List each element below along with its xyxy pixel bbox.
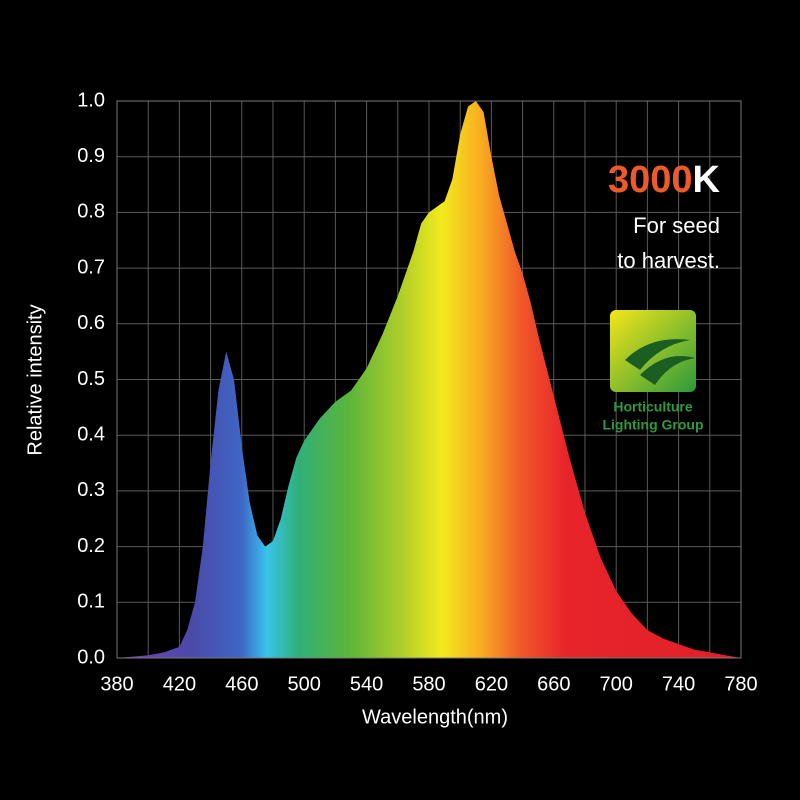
- x-tick-label: 700: [600, 673, 633, 695]
- y-tick-label: 0.6: [77, 312, 105, 334]
- spectrum-area: [117, 101, 741, 658]
- y-tick-label: 1.0: [77, 89, 105, 111]
- annotation-title: 3000K: [608, 159, 721, 201]
- y-tick-label: 0.0: [77, 646, 105, 668]
- logo-leaf: [625, 339, 695, 385]
- x-axis-title: Wavelength(nm): [362, 706, 508, 728]
- x-tick-label: 380: [100, 673, 133, 695]
- y-tick-label: 0.4: [77, 423, 105, 445]
- x-tick-label: 660: [537, 673, 570, 695]
- x-tick-label: 740: [662, 673, 695, 695]
- y-tick-label: 0.9: [77, 145, 105, 167]
- logo-text: Lighting Group: [602, 417, 703, 433]
- x-tick-label: 500: [288, 673, 321, 695]
- logo: Horticulture Lighting Group: [602, 310, 704, 433]
- x-tick-label: 780: [724, 673, 757, 695]
- y-tick-label: 0.3: [77, 479, 105, 501]
- annotation-line: to harvest.: [617, 248, 720, 273]
- y-tick-label: 0.1: [77, 591, 105, 613]
- x-tick-label: 620: [475, 673, 508, 695]
- plot: [117, 101, 741, 658]
- y-axis-title: Relative intensity: [24, 304, 46, 455]
- y-tick-label: 0.2: [77, 535, 105, 557]
- plot-frame: [116, 100, 742, 659]
- y-tick-label: 0.8: [77, 201, 105, 223]
- annotation-line: For seed: [633, 213, 720, 238]
- x-tick-label: 540: [350, 673, 383, 695]
- x-tick-label: 420: [163, 673, 196, 695]
- y-tick-label: 0.5: [77, 368, 105, 390]
- annotation-number: 3000: [608, 159, 693, 201]
- logo-text: Horticulture: [613, 399, 693, 415]
- annotation-unit: K: [693, 159, 721, 201]
- x-tick-label: 460: [225, 673, 258, 695]
- y-tick-label: 0.7: [77, 256, 105, 278]
- x-tick-label: 580: [412, 673, 445, 695]
